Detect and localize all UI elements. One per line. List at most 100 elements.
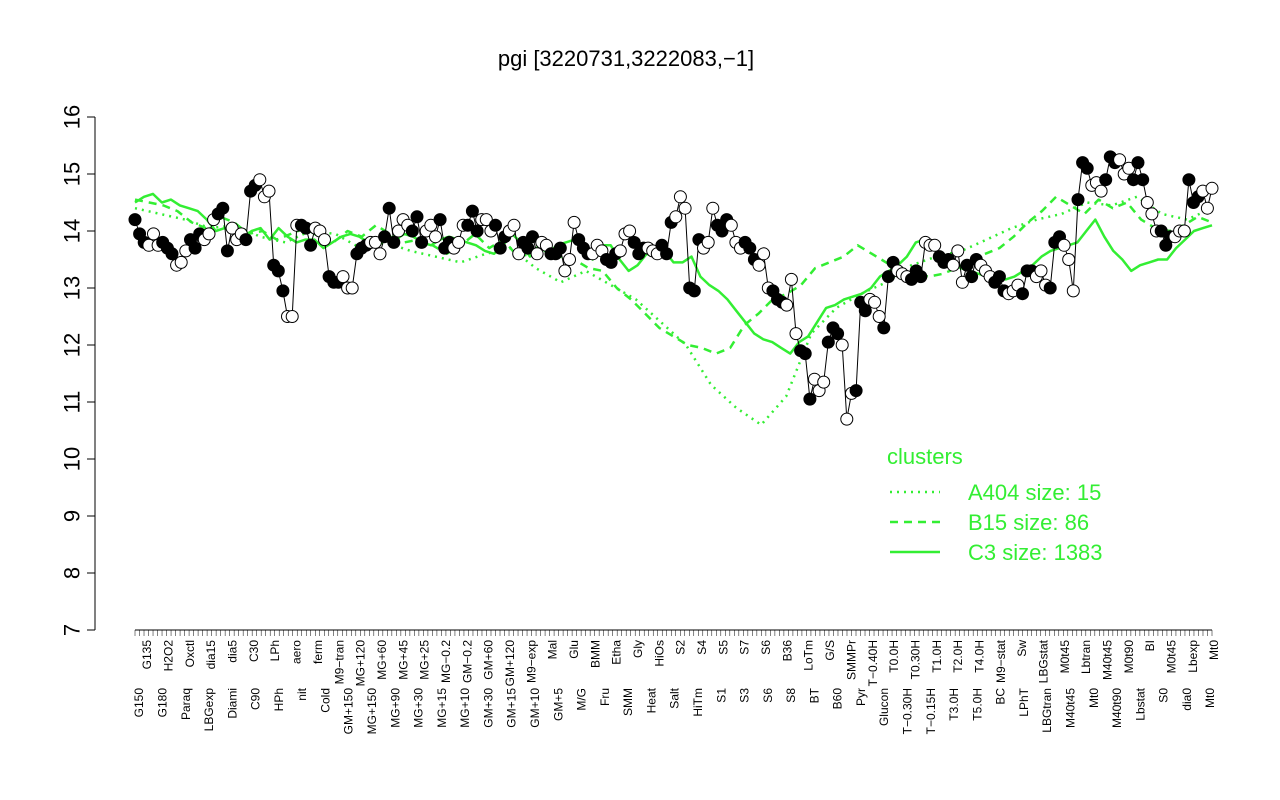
x-tick-label: T−0.40H xyxy=(866,640,880,686)
data-point xyxy=(872,310,886,323)
x-tick-label: S2 xyxy=(674,640,688,655)
data-point xyxy=(429,230,442,244)
y-tick-label: 8 xyxy=(60,567,85,579)
data-point xyxy=(992,270,1006,284)
data-point xyxy=(1200,201,1214,215)
data-point xyxy=(627,235,641,249)
x-tick-label: T3.0H xyxy=(947,688,961,721)
x-tick-label: Fru xyxy=(598,688,612,706)
data-point xyxy=(368,235,382,249)
y-tick-label: 10 xyxy=(60,447,85,471)
data-point xyxy=(479,213,493,227)
x-tick-label: GM+10 xyxy=(528,688,542,728)
data-point xyxy=(1113,153,1127,167)
data-point xyxy=(960,258,974,272)
x-tick-label: T5.0H xyxy=(970,688,984,721)
x-tick-label: Sw xyxy=(1015,640,1029,657)
x-tick-label: MG+120 xyxy=(354,640,368,687)
y-tick-label: 12 xyxy=(60,333,85,357)
x-tick-label: Gly xyxy=(631,640,645,658)
data-point xyxy=(271,264,285,278)
data-points xyxy=(128,150,1219,426)
x-tick-label: BC xyxy=(994,688,1008,705)
data-point xyxy=(1062,253,1076,266)
x-tick-label: C90 xyxy=(249,688,263,710)
data-point xyxy=(373,247,387,261)
data-point xyxy=(752,258,766,272)
data-point xyxy=(660,247,674,261)
x-tick-label: GM+5 xyxy=(551,688,565,721)
x-tick-label: dia15 xyxy=(204,640,218,670)
y-tick-label: 14 xyxy=(60,219,85,243)
data-point xyxy=(669,210,683,224)
data-point xyxy=(780,298,794,312)
x-tick-label: Mt0 xyxy=(1203,688,1217,708)
x-tick-label: ferm xyxy=(311,640,325,664)
x-tick-label: aero xyxy=(290,640,304,664)
y-axis: 7 8 9 10 11 12 13 14 15 16 xyxy=(60,105,96,636)
x-tick-label: T0.30H xyxy=(908,640,922,679)
x-tick-label: Pyr xyxy=(854,688,868,706)
data-point xyxy=(512,247,526,261)
x-tick-label: LBGexp xyxy=(202,688,216,732)
x-tick-label: LPhT xyxy=(1017,687,1031,716)
data-point xyxy=(955,275,969,289)
x-tick-label: Glu xyxy=(567,640,581,659)
y-tick-label: 16 xyxy=(60,105,85,129)
data-point xyxy=(174,255,188,269)
data-point xyxy=(452,235,466,249)
x-tick-label: M0t45 xyxy=(1058,640,1072,674)
data-point xyxy=(1099,173,1113,187)
x-tick-label: M0t45 xyxy=(1165,640,1179,674)
x-tick-label: GM+30 xyxy=(481,688,495,728)
x-tick-label: Lbtran xyxy=(1079,640,1093,674)
data-point xyxy=(613,244,627,258)
data-point xyxy=(1154,224,1168,238)
x-tick-label: Cold xyxy=(318,688,332,713)
x-tick-label: S4 xyxy=(695,640,709,655)
data-point xyxy=(858,304,872,318)
data-point xyxy=(840,412,854,426)
x-tick-label: Diami xyxy=(225,688,239,719)
data-point xyxy=(1043,281,1057,295)
x-tick-label: MG+15 xyxy=(435,688,449,728)
data-point xyxy=(831,327,845,341)
x-tick-label: S6 xyxy=(761,688,775,703)
x-tick-label: dia5 xyxy=(226,640,240,663)
x-tick-label: GM+120 xyxy=(503,640,517,687)
data-point xyxy=(673,190,687,204)
x-tick-label: Mt0 xyxy=(1207,640,1221,660)
x-tick-label: T2.0H xyxy=(951,640,965,673)
data-point xyxy=(345,281,359,295)
data-point xyxy=(415,235,429,249)
data-point xyxy=(835,338,849,352)
data-point xyxy=(881,270,895,284)
x-tick-label: B36 xyxy=(780,640,794,662)
data-point xyxy=(433,213,447,227)
x-tick-label: M40t45 xyxy=(1101,640,1115,680)
data-point xyxy=(701,235,715,249)
data-point xyxy=(318,233,331,247)
legend-label: C3 size: 1383 xyxy=(968,540,1103,565)
data-point xyxy=(553,241,567,255)
x-tick-label: SMMPr xyxy=(844,640,858,680)
x-tick-label: Lbexp xyxy=(1186,640,1200,673)
data-point xyxy=(868,295,882,309)
data-point xyxy=(706,201,720,215)
data-point xyxy=(1177,224,1191,238)
data-point xyxy=(1080,161,1094,175)
x-tick-label: M9−stat xyxy=(994,639,1008,683)
x-tick-label: T4.0H xyxy=(972,640,986,673)
data-point xyxy=(410,210,424,224)
data-point xyxy=(1140,196,1154,209)
data-point xyxy=(821,335,835,349)
data-point xyxy=(563,253,576,266)
x-tick-label: S0 xyxy=(1157,688,1171,703)
y-tick-label: 7 xyxy=(60,624,85,636)
x-tick-label: T1.0H xyxy=(930,640,944,673)
x-tick-label: MG+90 xyxy=(388,688,402,728)
x-tick-label: T−0.30H xyxy=(901,688,915,734)
x-tick-label: S5 xyxy=(716,640,730,655)
x-tick-label: Oxctl xyxy=(183,640,197,667)
